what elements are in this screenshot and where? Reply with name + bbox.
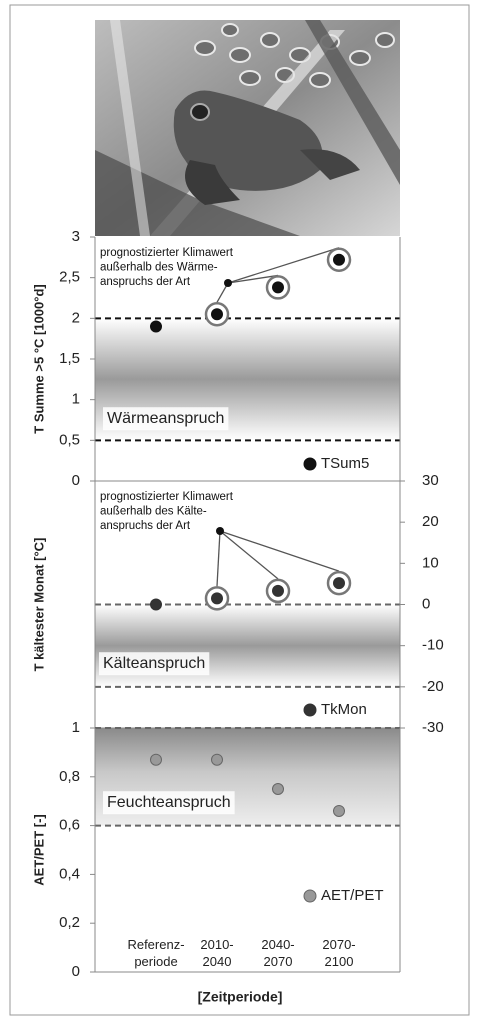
range-label-bg [99, 652, 210, 676]
pointer-line [219, 530, 279, 580]
y-axis-title: T kältester Monat [°C] [31, 538, 46, 672]
y-tick-label: -20 [422, 678, 444, 695]
y-tick-label: 10 [422, 554, 439, 571]
x-tick-label: 2010- 2040 [200, 937, 234, 969]
photo [95, 20, 400, 236]
y-tick-label: 2 [72, 309, 80, 326]
annotation: anspruchs der Art [100, 276, 191, 288]
x-tick-label: Referenz- periode [127, 937, 185, 969]
y-tick-label: 0,4 [59, 865, 80, 882]
pointer-line [227, 274, 279, 284]
x-axis-title: [Zeitperiode] [198, 989, 283, 1005]
point [272, 281, 284, 294]
y-tick-label: 0 [72, 472, 80, 489]
legend-label: AET/PET [321, 887, 384, 904]
y-tick-label: 0 [72, 963, 80, 980]
y-tick-label: 20 [422, 513, 439, 530]
point [333, 253, 345, 266]
y-axis-title: T Summe >5 °C [1000°d] [31, 284, 46, 433]
legend-marker [303, 703, 317, 717]
point [272, 783, 284, 795]
legend-marker [303, 457, 317, 471]
annotation: außerhalb des Wärme- [100, 262, 218, 274]
y-tick-label: 0,8 [59, 768, 80, 785]
point [333, 577, 345, 590]
legend-marker [303, 889, 317, 903]
y-tick-label: 1 [72, 391, 80, 408]
range-label: Kälteanspruch [103, 655, 205, 672]
point [150, 320, 162, 333]
y-tick-label: 0,6 [59, 817, 80, 834]
point [272, 584, 284, 597]
y-tick-label: 0,5 [59, 431, 80, 448]
x-tick-label: 2070- 2100 [322, 937, 356, 969]
pointer-line [227, 247, 340, 284]
y-tick-label: 1,5 [59, 350, 80, 367]
y-tick-label: -10 [422, 637, 444, 654]
annotation: außerhalb des Kälte- [100, 506, 207, 518]
y-axis-title: AET/PET [-] [31, 814, 46, 886]
range-label: Feuchteanspruch [107, 794, 231, 811]
y-tick-label: 0,2 [59, 914, 80, 931]
legend-label: TSum5 [321, 455, 369, 472]
point [150, 753, 162, 766]
annotation: prognostizierter Klimawert [100, 247, 234, 259]
range-label: Wärmeanspruch [107, 410, 224, 427]
range-label-bg [103, 407, 229, 431]
annotation: anspruchs der Art [100, 520, 191, 532]
x-tick-label: 2040- 2070 [261, 937, 295, 969]
y-tick-label: 3 [72, 228, 80, 245]
annotation: prognostizierter Klimawert [100, 491, 234, 503]
pointer-origin [216, 527, 224, 535]
point [333, 804, 345, 817]
pointer-line [216, 530, 221, 587]
point [211, 308, 223, 321]
point [150, 598, 162, 611]
pointer-origin [224, 279, 232, 287]
y-tick-label: 30 [422, 472, 439, 489]
point [211, 753, 223, 766]
y-tick-label: 1 [72, 719, 80, 736]
y-tick-label: 2,5 [59, 269, 80, 286]
y-tick-label: -30 [422, 719, 444, 736]
y-tick-label: 0 [422, 595, 430, 612]
point [211, 592, 223, 605]
legend-label: TkMon [321, 701, 367, 718]
range-label-bg [103, 791, 235, 815]
pointer-line [219, 530, 340, 572]
